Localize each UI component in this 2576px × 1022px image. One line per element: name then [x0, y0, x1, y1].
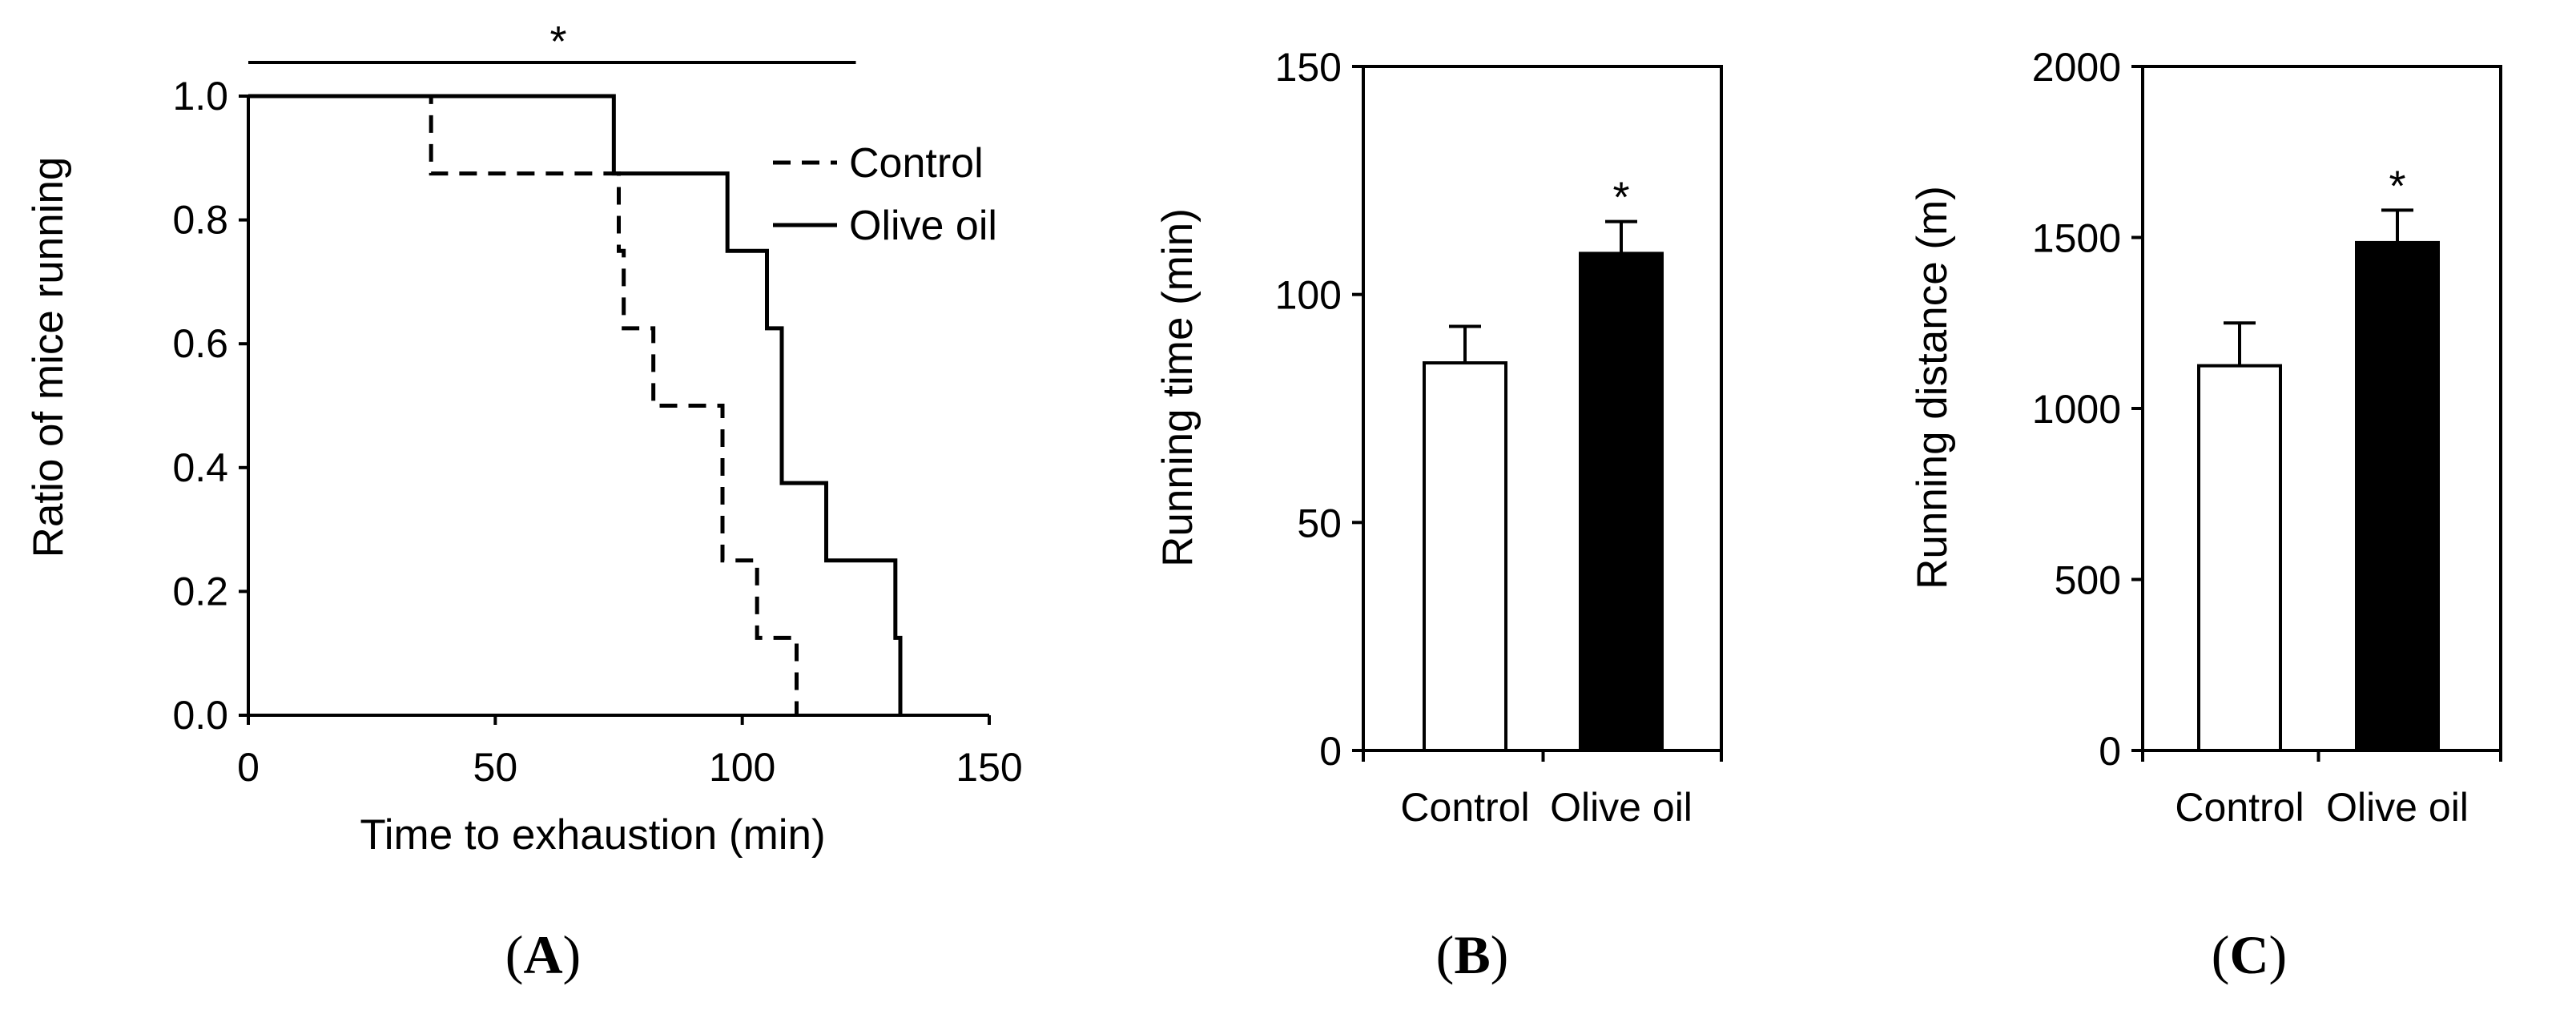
panel-c-y-tick-label: 1000: [2032, 387, 2121, 432]
panel-c-x-tick-label: Olive oil: [2326, 785, 2469, 830]
panel-a-axes: 0.0 0.2 0.4 0.6 0.8 1.0 0 50 100 150: [172, 74, 1022, 790]
panel-a-y-axis-label: Ratio of mice running: [25, 157, 72, 558]
panel-c-plot-frame: [2141, 65, 2502, 752]
panel-a-series-olive-oil: [248, 94, 903, 715]
panel-c-y-axis-label: Running distance (m): [1909, 186, 1956, 589]
panel-c-bar-olive-oil: [2355, 240, 2440, 752]
panel-b-significance-star: *: [1612, 174, 1629, 222]
panel-c-running-distance-chart: 0 500 1000 1500 2000 Control Olive oil * Runni…: [1909, 45, 2502, 985]
panel-a-y-tick-label: 0.6: [172, 321, 228, 366]
panel-a-series-control: [248, 94, 799, 715]
panel-b-y-tick-label: 100: [1275, 273, 1342, 318]
panel-b-bars: Control Olive oil *: [1400, 174, 1693, 830]
panel-b-bar-olive-oil: [1579, 251, 1664, 752]
panel-b-label: (B): [1436, 924, 1509, 985]
panel-a-legend-label: Control: [849, 140, 984, 187]
panel-a-legend-label: Olive oil: [849, 203, 997, 249]
panel-a-survival-chart: 0.0 0.2 0.4 0.6 0.8 1.0 0 50 100 150 * Control Oli…: [25, 18, 1023, 985]
panel-a-x-tick-label: 50: [473, 745, 518, 790]
panel-a-series: *: [248, 18, 903, 715]
panel-c-label: (C): [2212, 924, 2287, 985]
panel-a-y-tick-label: 0.4: [172, 445, 228, 490]
panel-c-x-tick-label: Control: [2175, 785, 2304, 830]
panel-a-x-tick-label: 100: [709, 745, 775, 790]
panel-b-axes: 0 50 100 150: [1275, 45, 1723, 774]
panel-a-y-tick-label: 0.0: [172, 693, 228, 738]
panel-c-significance-star: *: [2389, 162, 2405, 210]
panel-b-x-tick-label: Olive oil: [1550, 785, 1693, 830]
panel-c-bars: Control Olive oil *: [2175, 162, 2469, 830]
panel-a-x-axis-label: Time to exhaustion (min): [360, 811, 825, 859]
panel-c-y-tick-label: 0: [2099, 729, 2121, 774]
panel-c-axes: 0 500 1000 1500 2000: [2032, 45, 2502, 774]
panel-b-y-axis-label: Running time (min): [1154, 208, 1201, 567]
panel-b-bar-control: [1423, 361, 1507, 752]
panel-b-y-tick-label: 0: [1319, 729, 1342, 774]
panel-b-y-tick-label: 50: [1297, 501, 1342, 545]
panel-c-y-tick-label: 1500: [2032, 216, 2121, 261]
panel-c-y-tick-label: 2000: [2032, 45, 2121, 90]
panel-a-label: (A): [505, 924, 581, 985]
panel-b-plot-frame: [1362, 65, 1723, 752]
panel-b-x-tick-label: Control: [1400, 785, 1529, 830]
panel-b-running-time-chart: 0 50 100 150 Control Olive oil * Running time…: [1154, 45, 1723, 985]
panel-a-legend: Control Olive oil: [773, 140, 997, 249]
panel-b-y-tick-label: 150: [1275, 45, 1342, 90]
panel-a-y-tick-label: 1.0: [172, 74, 228, 119]
panel-a-x-tick-label: 0: [237, 745, 260, 790]
panel-a-y-tick-label: 0.8: [172, 198, 228, 243]
panel-c-y-tick-label: 500: [2055, 558, 2121, 603]
panel-a-significance-star: *: [549, 18, 566, 66]
panel-a-x-tick-label: 150: [956, 745, 1022, 790]
panel-a-y-tick-label: 0.2: [172, 569, 228, 614]
panel-c-bar-control: [2197, 364, 2282, 752]
